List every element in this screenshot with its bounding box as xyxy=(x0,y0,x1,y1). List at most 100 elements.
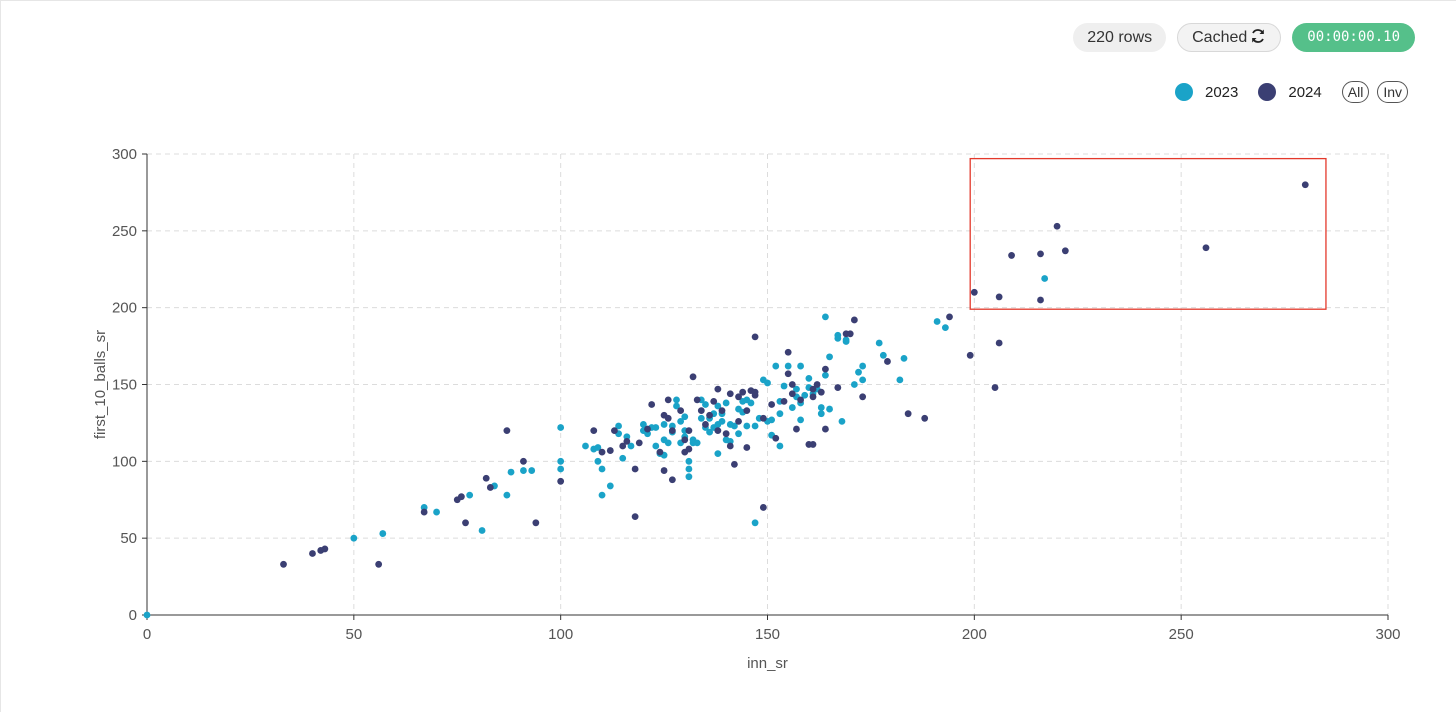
point-2023[interactable] xyxy=(776,410,784,418)
point-2023[interactable] xyxy=(822,313,829,321)
point-2024[interactable] xyxy=(693,396,701,404)
point-2023[interactable] xyxy=(768,416,776,424)
point-2023[interactable] xyxy=(797,362,804,370)
point-2024[interactable] xyxy=(995,339,1003,347)
point-2023[interactable] xyxy=(718,417,726,425)
point-2024[interactable] xyxy=(598,448,606,456)
point-2024[interactable] xyxy=(689,373,697,381)
point-2024[interactable] xyxy=(532,519,540,527)
point-2023[interactable] xyxy=(528,467,536,474)
point-2023[interactable] xyxy=(855,368,862,376)
point-2024[interactable] xyxy=(677,407,685,415)
point-2024[interactable] xyxy=(631,465,639,473)
point-2023[interactable] xyxy=(503,491,511,499)
point-2023[interactable] xyxy=(859,376,867,384)
point-2024[interactable] xyxy=(606,447,614,454)
point-2023[interactable] xyxy=(714,450,722,458)
point-2024[interactable] xyxy=(991,384,999,391)
point-2024[interactable] xyxy=(739,388,747,396)
point-2024[interactable] xyxy=(681,436,689,444)
point-2024[interactable] xyxy=(904,410,912,418)
point-2024[interactable] xyxy=(375,560,383,568)
point-2023[interactable] xyxy=(817,410,825,418)
point-2024[interactable] xyxy=(726,390,734,398)
point-2024[interactable] xyxy=(1301,181,1309,189)
point-2024[interactable] xyxy=(718,407,726,415)
point-2023[interactable] xyxy=(797,416,804,424)
point-2024[interactable] xyxy=(648,401,656,408)
point-2024[interactable] xyxy=(822,365,829,373)
point-2023[interactable] xyxy=(594,457,602,465)
point-2024[interactable] xyxy=(850,316,858,324)
point-2023[interactable] xyxy=(850,381,858,388)
point-2024[interactable] xyxy=(482,474,490,482)
point-2023[interactable] xyxy=(598,491,606,499)
point-2023[interactable] xyxy=(875,339,883,347)
point-2023[interactable] xyxy=(805,374,813,382)
point-2023[interactable] xyxy=(673,402,680,410)
point-2024[interactable] xyxy=(1053,222,1061,230)
point-2023[interactable] xyxy=(664,439,672,447)
point-2023[interactable] xyxy=(379,530,387,537)
point-2024[interactable] xyxy=(280,560,287,568)
point-2024[interactable] xyxy=(714,385,722,393)
point-2023[interactable] xyxy=(702,401,709,408)
point-2023[interactable] xyxy=(677,417,685,425)
point-2023[interactable] xyxy=(478,527,486,534)
point-2024[interactable] xyxy=(1202,244,1210,252)
point-2024[interactable] xyxy=(623,437,631,445)
point-2024[interactable] xyxy=(966,351,974,359)
point-2024[interactable] xyxy=(784,348,792,356)
point-2024[interactable] xyxy=(1061,247,1069,255)
point-2023[interactable] xyxy=(520,467,527,474)
point-2024[interactable] xyxy=(859,393,867,401)
point-2024[interactable] xyxy=(884,358,891,365)
point-2024[interactable] xyxy=(557,477,565,485)
point-2023[interactable] xyxy=(507,468,515,476)
point-2023[interactable] xyxy=(838,417,846,425)
point-2024[interactable] xyxy=(619,442,627,450)
point-2024[interactable] xyxy=(743,444,751,451)
point-2024[interactable] xyxy=(656,448,664,456)
point-2023[interactable] xyxy=(143,611,151,619)
point-2024[interactable] xyxy=(788,390,796,398)
point-2023[interactable] xyxy=(801,391,809,399)
point-2024[interactable] xyxy=(664,414,672,422)
point-2023[interactable] xyxy=(743,422,751,430)
point-2024[interactable] xyxy=(784,370,792,378)
point-2024[interactable] xyxy=(706,411,713,419)
point-2024[interactable] xyxy=(780,398,788,405)
point-2023[interactable] xyxy=(652,442,660,450)
point-2024[interactable] xyxy=(846,330,854,338)
point-2023[interactable] xyxy=(735,430,742,438)
point-2023[interactable] xyxy=(751,519,759,527)
point-2024[interactable] xyxy=(813,381,821,388)
point-2024[interactable] xyxy=(834,384,842,391)
point-2024[interactable] xyxy=(685,427,693,434)
point-2024[interactable] xyxy=(462,519,469,527)
point-2024[interactable] xyxy=(751,333,759,341)
point-2023[interactable] xyxy=(615,422,622,430)
point-2023[interactable] xyxy=(747,399,755,407)
point-2024[interactable] xyxy=(822,425,829,433)
point-2024[interactable] xyxy=(697,407,705,415)
point-2023[interactable] xyxy=(640,421,647,428)
point-2023[interactable] xyxy=(784,362,792,370)
point-2023[interactable] xyxy=(582,442,589,450)
point-2024[interactable] xyxy=(735,417,742,425)
point-2024[interactable] xyxy=(743,407,751,415)
point-2023[interactable] xyxy=(826,353,833,361)
point-2023[interactable] xyxy=(896,376,904,384)
point-2023[interactable] xyxy=(685,465,693,473)
cached-button[interactable]: Cached xyxy=(1177,23,1282,52)
point-2023[interactable] xyxy=(598,465,606,473)
point-2024[interactable] xyxy=(321,545,329,553)
point-2024[interactable] xyxy=(797,396,804,404)
point-2023[interactable] xyxy=(627,442,635,450)
point-2023[interactable] xyxy=(842,336,850,344)
point-2024[interactable] xyxy=(611,427,618,434)
point-2024[interactable] xyxy=(759,504,767,511)
point-2024[interactable] xyxy=(644,425,651,433)
point-2023[interactable] xyxy=(722,399,730,407)
point-2023[interactable] xyxy=(466,491,474,499)
